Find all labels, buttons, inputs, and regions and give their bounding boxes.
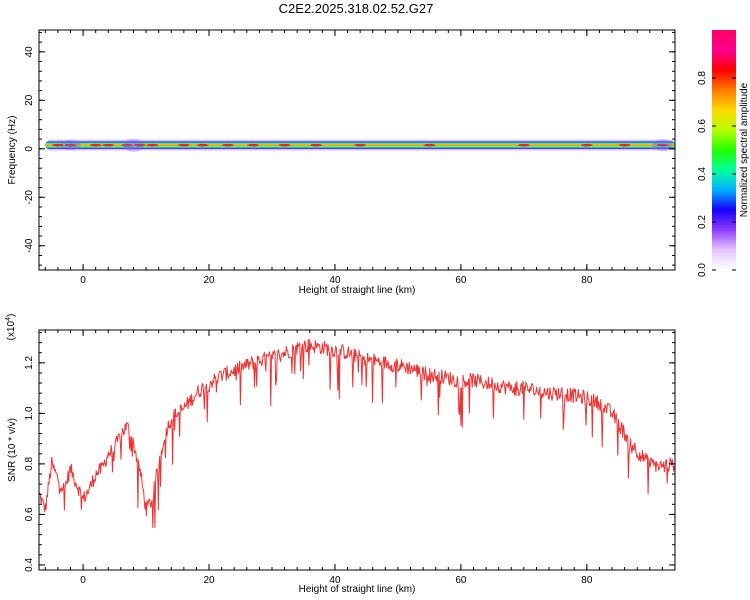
colorbar-scale (712, 30, 736, 270)
snr-xlabel: Height of straight line (km) (299, 584, 416, 595)
spectrogram-hotspot (423, 143, 436, 147)
snr-multiplier-text: (x104) (5, 314, 17, 341)
colorbar-tick-label: 0.2 (697, 215, 708, 229)
spectrogram-ticks: 0 20 40 60 80 -40 -20 0 20 40 (24, 30, 676, 286)
y-tick-label: 20 (24, 94, 35, 106)
snr-ylabel: SNR (10 * v/v) (7, 418, 18, 482)
y-tick-label: -40 (24, 238, 35, 253)
x-tick-label: 60 (455, 575, 467, 586)
spectrogram-lobe (60, 140, 81, 151)
x-tick-label: 80 (581, 275, 593, 286)
snr-multiplier: (x104) (5, 314, 17, 341)
y-tick-label: -20 (24, 190, 35, 205)
snr-multiplier-exponent: 4 (5, 317, 12, 321)
spectrogram-hotspot (278, 143, 291, 147)
x-tick-label: 60 (455, 275, 467, 286)
spectrogram-hotspot (121, 143, 134, 147)
snr-background (39, 330, 675, 570)
y-tick-label: 1.0 (24, 406, 35, 420)
spectrogram-hotspot (102, 143, 115, 147)
spectrogram-ylabel: Frequency (Hz) (7, 116, 18, 185)
colorbar-tick-label: 0.8 (697, 71, 708, 85)
x-tick-label: 40 (329, 275, 341, 286)
snr-frame (38, 329, 676, 571)
spectrogram-xlabel: Height of straight line (km) (299, 285, 416, 296)
figure-title: C2E2.2025.318.02.52.G27 (279, 1, 434, 16)
spectrogram-hotspot (517, 143, 530, 147)
snr-multiplier-base: (x10 (6, 320, 17, 340)
snr-ticks: 0 20 40 60 80 0.4 0.6 0.8 1.0 1.2 (24, 330, 676, 586)
colorbar-tick-label: 0.4 (697, 167, 708, 181)
x-tick-label: 40 (329, 575, 341, 586)
spectrogram-hotspot (177, 143, 190, 147)
y-tick-label: 0 (24, 146, 35, 152)
spectrogram-hotspot (354, 143, 367, 147)
spectrogram-hotspot (146, 143, 159, 147)
snr-series (39, 339, 675, 528)
spectrogram-hotspot (580, 143, 593, 147)
spectrogram-frame (38, 29, 676, 271)
x-tick-label: 0 (80, 275, 86, 286)
spectrogram-hotspot (89, 143, 102, 147)
spectrogram-hotspot (310, 143, 323, 147)
y-tick-label: 0.8 (24, 457, 35, 471)
spectrogram-hotspot (51, 143, 64, 147)
x-tick-label: 20 (203, 275, 215, 286)
x-tick-label: 80 (581, 575, 593, 586)
spectrogram-hotspot (656, 143, 669, 147)
colorbar-tick-label: 0.6 (697, 119, 708, 133)
spectrogram-lobe (652, 139, 673, 151)
y-tick-label: 0.6 (24, 507, 35, 521)
x-tick-label: 0 (80, 575, 86, 586)
snr-line (39, 339, 675, 528)
y-tick-label: 0.4 (24, 558, 35, 572)
spectrogram-hotspot (221, 143, 234, 147)
spectrogram-lobe (123, 138, 144, 152)
spectrogram-panel: 0 20 40 60 80 -40 -20 0 20 40 Height of straight … (7, 29, 676, 296)
y-tick-label: 1.2 (24, 355, 35, 369)
spectrogram-band (45, 138, 675, 152)
snr-multiplier-close: ) (6, 314, 17, 317)
colorbar-label: Normalized spectral amplitude (739, 82, 750, 217)
y-tick-label: 40 (24, 46, 35, 58)
spectrogram-hotspot (64, 143, 77, 147)
x-tick-label: 20 (203, 575, 215, 586)
colorbar-ticks: 0.0 0.2 0.4 0.6 0.8 (697, 71, 736, 277)
colorbar-tick-label: 0.0 (697, 263, 708, 277)
spectrogram-hotspot (196, 143, 209, 147)
spectrogram-hotspot (133, 143, 146, 147)
spectrogram-hotspot (247, 143, 260, 147)
snr-panel: 0 20 40 60 80 0.4 0.6 0.8 1.0 1.2 Height of strai… (5, 314, 676, 595)
spectrogram-hotspot (618, 143, 631, 147)
colorbar: 0.0 0.2 0.4 0.6 0.8 Normalized spectral ampl… (697, 30, 750, 277)
